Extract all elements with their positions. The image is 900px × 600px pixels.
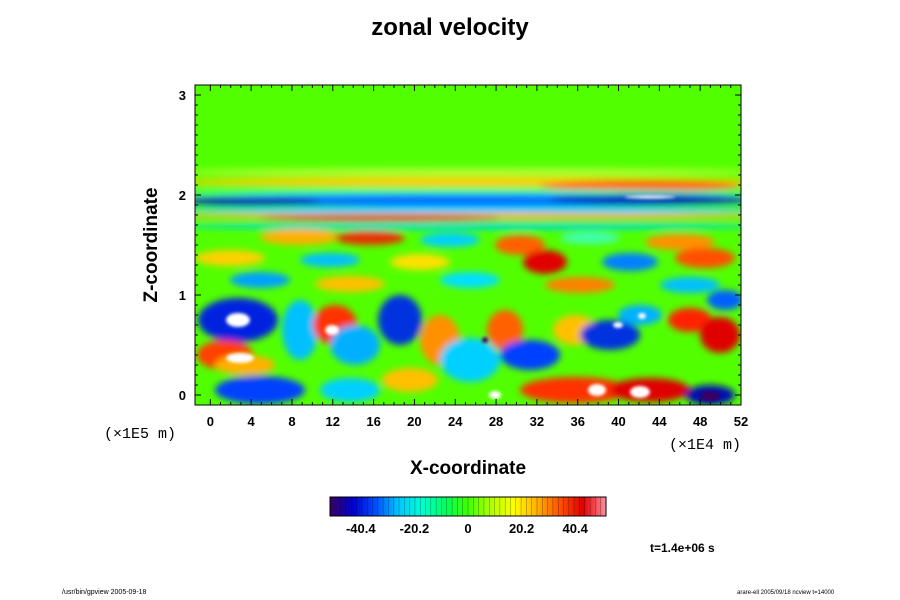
footer-right: arare-ell 2005/09/18 ncview t=14000 bbox=[737, 590, 835, 596]
field-patch bbox=[378, 295, 422, 345]
colorbar: -40.4 -20.2 0 20.2 40.4 bbox=[329, 496, 607, 536]
field-patch bbox=[420, 233, 480, 247]
chart-title: zonal velocity bbox=[371, 14, 529, 41]
field-patch bbox=[602, 253, 658, 271]
field-core bbox=[226, 313, 250, 327]
field-patch bbox=[390, 254, 450, 270]
colorbar-ticks: -40.4 -20.2 0 20.2 40.4 bbox=[329, 497, 607, 536]
field-core bbox=[489, 391, 501, 399]
field-patch bbox=[282, 300, 318, 360]
field-patch bbox=[230, 272, 290, 288]
field-patch bbox=[315, 276, 385, 292]
x-tick-label: 16 bbox=[366, 414, 380, 429]
field-core bbox=[630, 386, 650, 398]
field-patch bbox=[660, 277, 720, 293]
x-tick-label: 32 bbox=[530, 414, 544, 429]
field-patch bbox=[260, 215, 500, 221]
field-patch bbox=[520, 377, 630, 403]
x-tick-label: 8 bbox=[288, 414, 295, 429]
field-patch bbox=[707, 290, 741, 310]
y-tick-label: 1 bbox=[179, 288, 186, 303]
field-core bbox=[325, 325, 339, 335]
field-core bbox=[226, 353, 254, 363]
field-patch bbox=[330, 325, 380, 365]
colorbar-tick-label: 0 bbox=[464, 521, 471, 536]
field-patch bbox=[195, 168, 741, 176]
field-patch bbox=[320, 378, 380, 402]
field-patch bbox=[580, 320, 640, 350]
field-patch bbox=[335, 231, 405, 245]
field-patch bbox=[560, 232, 620, 244]
time-annotation: t=1.4e+06 s bbox=[650, 541, 715, 555]
x-tick-label: 28 bbox=[489, 414, 503, 429]
x-tick-label: 24 bbox=[448, 414, 463, 429]
x-tick-label: 20 bbox=[407, 414, 421, 429]
field-patch bbox=[487, 310, 523, 350]
field-core bbox=[625, 195, 675, 199]
field-patch bbox=[195, 197, 320, 205]
y-tick-label: 3 bbox=[179, 88, 186, 103]
field-core bbox=[482, 337, 488, 343]
x-tick-label: 52 bbox=[734, 414, 748, 429]
field-patch bbox=[260, 229, 340, 245]
x-tick-label: 40 bbox=[611, 414, 625, 429]
x-tick-label: 48 bbox=[693, 414, 707, 429]
colorbar-tick-label: -20.2 bbox=[400, 521, 430, 536]
x-tick-label: 4 bbox=[248, 414, 256, 429]
field-patch bbox=[440, 272, 500, 288]
field-patch bbox=[500, 340, 560, 370]
x-tick-label: 36 bbox=[570, 414, 584, 429]
field-patch bbox=[300, 253, 360, 267]
field-core bbox=[638, 313, 646, 319]
heatmap-field bbox=[195, 85, 741, 405]
y-tick-label: 0 bbox=[179, 388, 186, 403]
field-patch bbox=[495, 235, 545, 255]
x-tick-label: 12 bbox=[326, 414, 340, 429]
x-tick-label: 0 bbox=[207, 414, 214, 429]
field-patch bbox=[382, 368, 438, 392]
field-patch bbox=[700, 317, 740, 353]
colorbar-tick-label: -40.4 bbox=[346, 521, 376, 536]
y-axis-label: Z-coordinate bbox=[141, 187, 162, 303]
colorbar-tick-label: 20.2 bbox=[509, 521, 534, 536]
field-patch bbox=[215, 376, 305, 404]
field-patch bbox=[523, 250, 567, 274]
x-tick-label: 44 bbox=[652, 414, 667, 429]
field-patch bbox=[550, 194, 741, 204]
field-patch bbox=[675, 248, 735, 268]
field-core bbox=[588, 384, 606, 396]
field-patch bbox=[440, 338, 500, 382]
field-patch bbox=[610, 378, 690, 402]
field-patch bbox=[645, 234, 715, 250]
field-core bbox=[700, 391, 720, 401]
field-patch bbox=[540, 181, 740, 191]
x-axis: 0 4 8 12 16 20 24 28 32 36 40 44 48 52 bbox=[207, 85, 748, 429]
field-core bbox=[613, 322, 623, 328]
field-patch bbox=[195, 250, 265, 266]
field-patch bbox=[668, 308, 712, 332]
z-scale-note: (×1E5 m) bbox=[104, 426, 177, 443]
x-scale-note: (×1E4 m) bbox=[669, 437, 742, 454]
footer-left: /usr/bin/gpview 2005-09-18 bbox=[62, 589, 147, 596]
field-extremes bbox=[226, 195, 720, 401]
x-axis-label: X-coordinate bbox=[409, 458, 527, 479]
field-patch bbox=[195, 206, 741, 214]
field-patch bbox=[545, 277, 615, 293]
colorbar-tick-label: 40.4 bbox=[563, 521, 589, 536]
colorbar-frame bbox=[329, 496, 607, 517]
y-tick-label: 2 bbox=[179, 188, 186, 203]
y-axis: 0 1 2 3 bbox=[179, 88, 741, 403]
field-patch bbox=[195, 222, 741, 230]
